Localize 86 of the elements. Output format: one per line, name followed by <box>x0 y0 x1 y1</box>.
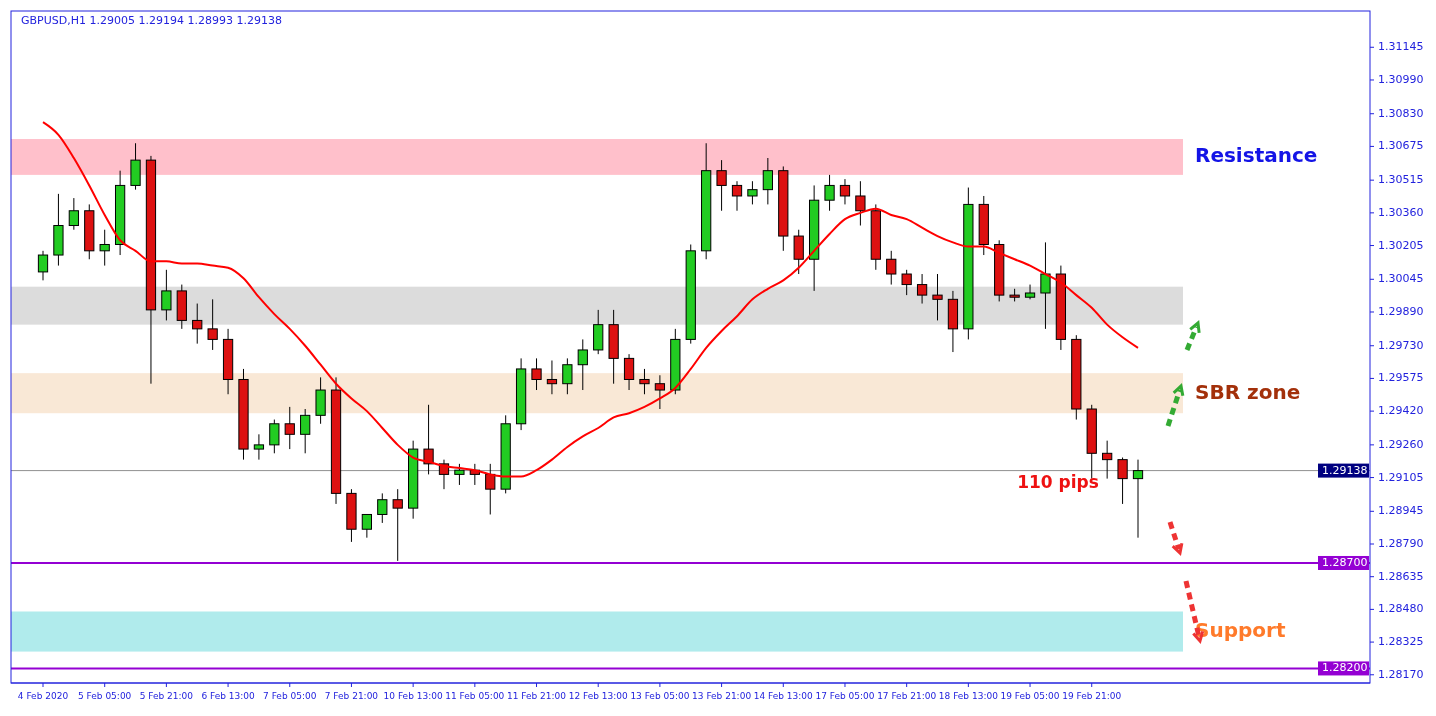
y-tick-label: 1.30045 <box>1378 272 1424 286</box>
candlestick <box>1024 284 1036 300</box>
candlestick <box>1132 459 1144 539</box>
band-label: Support <box>1195 618 1286 643</box>
x-tick-label: 5 Feb 21:00 <box>139 691 194 701</box>
candlestick <box>562 357 573 395</box>
candlestick <box>577 338 588 391</box>
x-tick-label: 12 Feb 13:00 <box>568 691 629 701</box>
candlestick <box>192 303 203 345</box>
candlestick <box>207 298 218 351</box>
x-tick-label: 17 Feb 21:00 <box>877 691 937 701</box>
x-tick-label: 17 Feb 05:00 <box>815 691 875 701</box>
candlestick <box>824 174 835 212</box>
candlestick <box>377 492 388 524</box>
candlestick <box>901 269 912 296</box>
y-tick-label: 1.29575 <box>1378 371 1424 385</box>
candlestick <box>392 488 403 562</box>
x-tick-label: 7 Feb 05:00 <box>263 691 317 701</box>
y-tick-label: 1.29730 <box>1378 338 1424 352</box>
y-tick-label: 1.30990 <box>1378 72 1424 86</box>
candlestick <box>855 180 866 227</box>
y-tick-label: 1.28170 <box>1378 667 1424 681</box>
candlestick <box>161 269 172 321</box>
candlestick <box>99 229 110 267</box>
y-tick-label: 1.28635 <box>1378 569 1424 583</box>
x-tick-label: 6 Feb 13:00 <box>201 691 255 701</box>
ref-line-label: 1.28700 <box>1322 555 1368 569</box>
y-tick-label: 1.30830 <box>1378 106 1424 120</box>
y-tick-label: 1.29420 <box>1378 404 1424 418</box>
y-tick-label: 1.28945 <box>1378 504 1424 518</box>
candlestick <box>716 159 727 212</box>
candlestick <box>485 463 496 515</box>
y-tick-label: 1.29890 <box>1378 304 1424 318</box>
y-tick-label: 1.28480 <box>1378 602 1424 616</box>
x-tick-label: 14 Feb 13:00 <box>753 691 814 701</box>
candlestick <box>284 406 295 450</box>
candlestick <box>546 360 558 395</box>
chart-title: GBPUSD,H1 1.29005 1.29194 1.28993 1.29138 <box>21 14 282 27</box>
x-tick-label: 10 Feb 13:00 <box>383 691 443 701</box>
candlestick <box>531 357 542 391</box>
x-tick-label: 13 Feb 05:00 <box>630 691 690 701</box>
x-tick-label: 4 Feb 2020 <box>17 691 69 701</box>
candlestick <box>1102 440 1113 480</box>
y-tick-label: 1.30675 <box>1378 139 1424 153</box>
candlestick <box>839 178 851 205</box>
ref-line-label: 1.29138 <box>1322 463 1368 477</box>
x-tick-label: 19 Feb 05:00 <box>1000 691 1060 701</box>
x-tick-label: 18 Feb 13:00 <box>938 691 999 701</box>
candlestick <box>269 419 280 454</box>
candlestick <box>68 197 79 231</box>
candlestick <box>37 250 49 281</box>
candlestick <box>639 368 650 395</box>
x-tick-label: 7 Feb 21:00 <box>324 691 379 701</box>
candlestick <box>454 463 465 486</box>
y-tick-label: 1.30205 <box>1378 238 1424 252</box>
candlestick <box>654 374 666 410</box>
y-tick-label: 1.28790 <box>1378 537 1424 550</box>
y-tick-label: 1.30515 <box>1378 173 1424 187</box>
candlestick <box>793 229 804 275</box>
candlestick <box>932 273 943 321</box>
y-tick-label: 1.28325 <box>1378 635 1424 649</box>
y-tick-label: 1.29105 <box>1378 470 1424 484</box>
candlestick <box>762 157 773 205</box>
ref-line-label: 1.28200 <box>1322 661 1368 675</box>
candlestick <box>1040 241 1051 330</box>
candlestick <box>300 408 311 454</box>
candlestick <box>886 250 897 286</box>
candlestick <box>361 513 372 539</box>
y-tick-label: 1.29260 <box>1378 437 1424 451</box>
x-tick-label: 5 Feb 05:00 <box>78 691 132 701</box>
y-tick-label: 1.31145 <box>1378 40 1424 54</box>
band-label: Resistance <box>1195 143 1318 168</box>
candlestick <box>1117 457 1128 505</box>
x-tick-label: 19 Feb 21:00 <box>1062 691 1122 701</box>
x-tick-label: 11 Feb 05:00 <box>445 691 505 701</box>
x-tick-label: 11 Feb 21:00 <box>507 691 567 701</box>
x-tick-label: 13 Feb 21:00 <box>692 691 752 701</box>
candlestick <box>731 180 743 212</box>
candlestick <box>623 353 635 391</box>
candlestick <box>747 180 758 205</box>
y-tick-label: 1.30360 <box>1378 205 1424 219</box>
candlestick <box>916 273 928 305</box>
band-label: SBR zone <box>1195 379 1301 404</box>
candlestick <box>423 404 434 475</box>
annotation: 110 pips <box>1017 471 1099 492</box>
candlestick <box>253 433 265 461</box>
